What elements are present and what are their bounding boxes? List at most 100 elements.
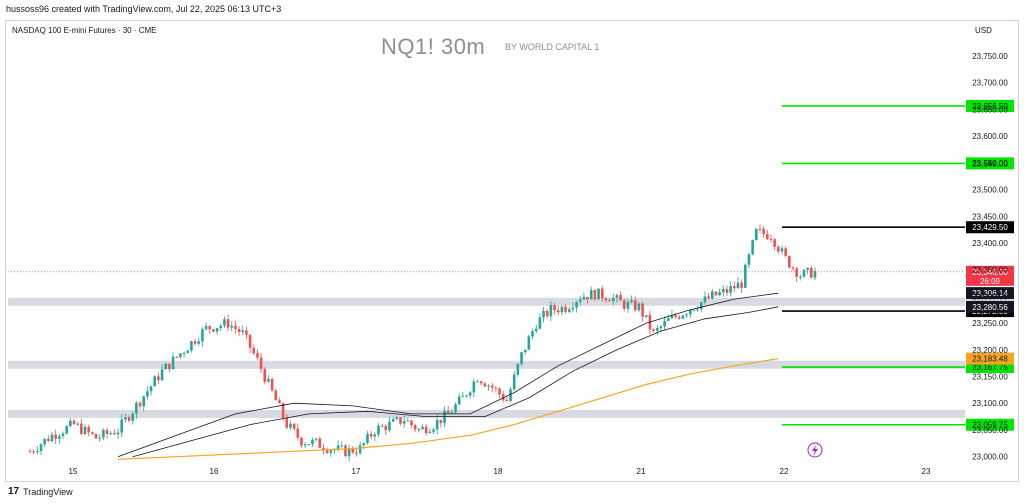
candle-body[interactable] bbox=[670, 315, 674, 319]
candle-body[interactable] bbox=[322, 447, 325, 451]
candle-body[interactable] bbox=[582, 296, 586, 300]
candle-body[interactable] bbox=[340, 445, 344, 447]
candle-body[interactable] bbox=[549, 304, 553, 317]
candle-body[interactable] bbox=[461, 395, 465, 397]
candle-body[interactable] bbox=[28, 451, 32, 453]
candle-body[interactable] bbox=[190, 341, 193, 351]
candle-body[interactable] bbox=[633, 300, 637, 311]
candle-body[interactable] bbox=[278, 400, 281, 404]
candle-body[interactable] bbox=[124, 417, 127, 420]
candle-body[interactable] bbox=[777, 246, 780, 252]
candle-body[interactable] bbox=[241, 330, 245, 333]
candle-body[interactable] bbox=[472, 381, 476, 393]
candle-body[interactable] bbox=[395, 417, 399, 419]
candle-body[interactable] bbox=[215, 328, 219, 332]
candle-body[interactable] bbox=[175, 356, 179, 358]
candle-body[interactable] bbox=[230, 325, 234, 328]
candle-body[interactable] bbox=[149, 386, 153, 392]
candle-body[interactable] bbox=[531, 331, 534, 337]
candle-body[interactable] bbox=[54, 434, 57, 439]
candle-body[interactable] bbox=[597, 288, 600, 300]
candle-body[interactable] bbox=[263, 369, 267, 382]
candle-body[interactable] bbox=[413, 425, 417, 430]
candle-body[interactable] bbox=[399, 417, 402, 424]
candle-body[interactable] bbox=[292, 423, 296, 429]
candle-body[interactable] bbox=[80, 423, 83, 434]
candle-body[interactable] bbox=[534, 328, 538, 332]
candle-body[interactable] bbox=[556, 310, 560, 313]
candle-body[interactable] bbox=[553, 304, 556, 311]
candle-body[interactable] bbox=[450, 412, 454, 414]
candle-body[interactable] bbox=[36, 450, 39, 452]
candle-body[interactable] bbox=[666, 318, 670, 321]
candle-body[interactable] bbox=[435, 419, 439, 430]
candle-body[interactable] bbox=[72, 420, 76, 425]
candle-body[interactable] bbox=[424, 426, 428, 434]
candle-body[interactable] bbox=[109, 433, 113, 435]
candle-body[interactable] bbox=[270, 378, 274, 391]
candle-body[interactable] bbox=[527, 336, 531, 350]
candle-body[interactable] bbox=[615, 295, 619, 298]
candle-body[interactable] bbox=[410, 420, 413, 426]
candle-body[interactable] bbox=[355, 452, 358, 454]
candle-body[interactable] bbox=[164, 363, 168, 370]
candle-body[interactable] bbox=[39, 444, 43, 451]
candle-body[interactable] bbox=[608, 300, 611, 302]
candle-body[interactable] bbox=[91, 432, 94, 434]
candle-body[interactable] bbox=[362, 442, 366, 446]
candle-body[interactable] bbox=[428, 431, 432, 434]
candle-body[interactable] bbox=[564, 306, 567, 312]
candle-body[interactable] bbox=[105, 429, 109, 435]
candle-body[interactable] bbox=[766, 233, 769, 240]
candle-body[interactable] bbox=[476, 381, 479, 383]
candle-body[interactable] bbox=[281, 403, 285, 418]
candle-body[interactable] bbox=[813, 270, 817, 278]
candle-body[interactable] bbox=[692, 310, 696, 312]
candle-body[interactable] bbox=[58, 436, 61, 439]
candle-body[interactable] bbox=[681, 315, 685, 319]
candle-body[interactable] bbox=[197, 341, 201, 344]
candle-body[interactable] bbox=[542, 310, 545, 318]
candle-body[interactable] bbox=[589, 290, 593, 300]
candle-body[interactable] bbox=[498, 388, 501, 395]
candle-body[interactable] bbox=[571, 307, 575, 310]
candle-body[interactable] bbox=[780, 248, 784, 252]
candle-body[interactable] bbox=[655, 328, 659, 331]
candle-body[interactable] bbox=[696, 309, 699, 311]
candle-body[interactable] bbox=[223, 319, 226, 326]
lightning-icon[interactable] bbox=[807, 442, 823, 458]
candle-body[interactable] bbox=[560, 306, 564, 313]
candle-body[interactable] bbox=[758, 228, 762, 230]
candle-body[interactable] bbox=[366, 433, 369, 443]
candle-body[interactable] bbox=[256, 353, 259, 358]
candle-body[interactable] bbox=[465, 395, 468, 397]
candle-body[interactable] bbox=[762, 228, 765, 234]
candle-body[interactable] bbox=[685, 314, 688, 316]
candle-body[interactable] bbox=[432, 429, 435, 432]
candle-body[interactable] bbox=[523, 349, 527, 353]
candle-body[interactable] bbox=[131, 413, 135, 421]
candle-body[interactable] bbox=[157, 376, 160, 381]
candle-body[interactable] bbox=[318, 438, 322, 448]
candle-body[interactable] bbox=[457, 396, 461, 405]
candle-body[interactable] bbox=[153, 376, 157, 387]
candle-body[interactable] bbox=[586, 296, 589, 300]
candle-body[interactable] bbox=[32, 451, 35, 453]
candle-body[interactable] bbox=[208, 325, 212, 330]
candle-body[interactable] bbox=[245, 330, 248, 335]
candle-body[interactable] bbox=[439, 419, 443, 424]
candle-body[interactable] bbox=[193, 341, 197, 344]
candle-body[interactable] bbox=[736, 282, 740, 289]
candle-body[interactable] bbox=[721, 289, 725, 293]
candle-body[interactable] bbox=[303, 444, 307, 446]
candle-body[interactable] bbox=[483, 383, 487, 387]
candle-body[interactable] bbox=[388, 421, 391, 431]
candle-body[interactable] bbox=[652, 329, 655, 331]
candle-body[interactable] bbox=[802, 269, 806, 277]
candle-body[interactable] bbox=[314, 438, 318, 440]
candle-body[interactable] bbox=[611, 297, 615, 302]
candle-body[interactable] bbox=[391, 418, 395, 422]
candle-body[interactable] bbox=[641, 303, 644, 317]
candle-body[interactable] bbox=[380, 425, 384, 427]
candle-body[interactable] bbox=[795, 268, 798, 277]
